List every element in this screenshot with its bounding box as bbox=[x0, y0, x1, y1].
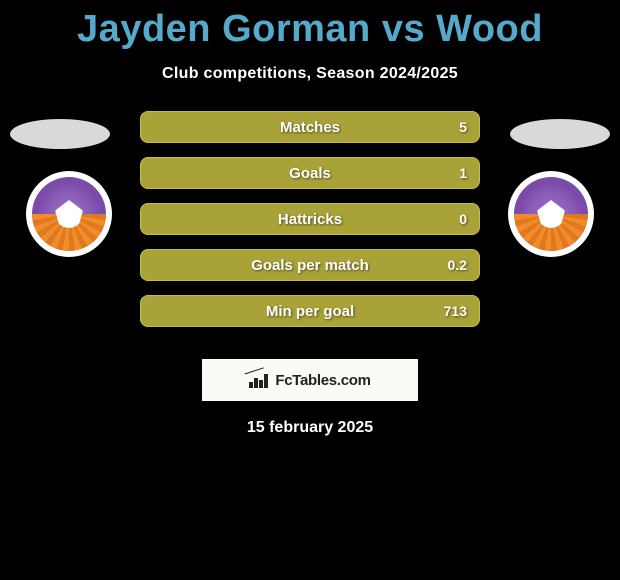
stat-rows: Matches 5 Goals 1 Hattricks 0 Goals per … bbox=[140, 111, 480, 341]
stat-label: Goals per match bbox=[251, 257, 369, 274]
brand-box[interactable]: FcTables.com bbox=[202, 359, 418, 401]
brand-name: FcTables.com bbox=[275, 372, 370, 389]
stat-label: Hattricks bbox=[278, 211, 342, 228]
stat-row-goals-per-match: Goals per match 0.2 bbox=[140, 249, 480, 281]
stat-label: Min per goal bbox=[266, 303, 354, 320]
date-text: 15 february 2025 bbox=[0, 419, 620, 437]
chart-icon bbox=[249, 372, 269, 388]
stat-value: 5 bbox=[459, 119, 467, 135]
comparison-area: Matches 5 Goals 1 Hattricks 0 Goals per … bbox=[0, 111, 620, 341]
stat-row-goals: Goals 1 bbox=[140, 157, 480, 189]
stat-label: Goals bbox=[289, 165, 331, 182]
perth-glory-icon bbox=[32, 177, 106, 251]
stat-row-matches: Matches 5 bbox=[140, 111, 480, 143]
stat-value: 713 bbox=[444, 303, 467, 319]
page-title: Jayden Gorman vs Wood bbox=[0, 0, 620, 51]
stat-value: 1 bbox=[459, 165, 467, 181]
stat-value: 0.2 bbox=[448, 257, 467, 273]
perth-glory-icon bbox=[514, 177, 588, 251]
stat-label: Matches bbox=[280, 119, 340, 136]
subtitle: Club competitions, Season 2024/2025 bbox=[0, 65, 620, 83]
club-logo-right bbox=[508, 171, 594, 257]
stat-row-hattricks: Hattricks 0 bbox=[140, 203, 480, 235]
stat-value: 0 bbox=[459, 211, 467, 227]
club-logo-left bbox=[26, 171, 112, 257]
player-right-photo-placeholder bbox=[510, 119, 610, 149]
player-left-photo-placeholder bbox=[10, 119, 110, 149]
stat-row-min-per-goal: Min per goal 713 bbox=[140, 295, 480, 327]
